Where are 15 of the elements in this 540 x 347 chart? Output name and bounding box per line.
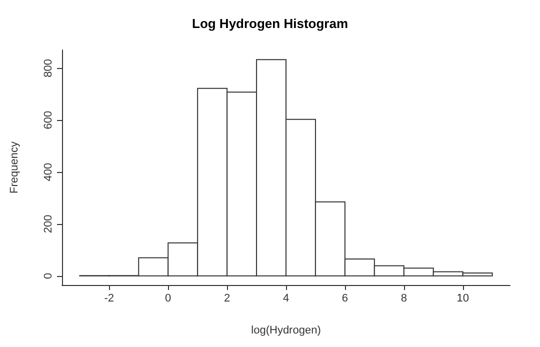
y-tick-label: 0 [42,272,54,279]
x-tick-label: 10 [456,292,469,304]
x-tick-label: -2 [104,292,114,304]
chart-title: Log Hydrogen Histogram [192,16,348,31]
y-tick-label: 600 [42,110,54,130]
y-axis-title: Frequency [8,141,20,194]
x-tick-label: 0 [165,292,172,304]
x-axis-title: log(Hydrogen) [251,324,321,336]
y-tick-label: 400 [42,162,54,182]
y-tick-label: 800 [42,58,54,78]
x-tick-label: 2 [224,292,230,304]
x-tick-label: 8 [400,292,407,304]
x-tick-label: 6 [342,292,348,304]
x-tick-label: 4 [282,292,290,304]
y-tick-label: 200 [42,214,54,234]
